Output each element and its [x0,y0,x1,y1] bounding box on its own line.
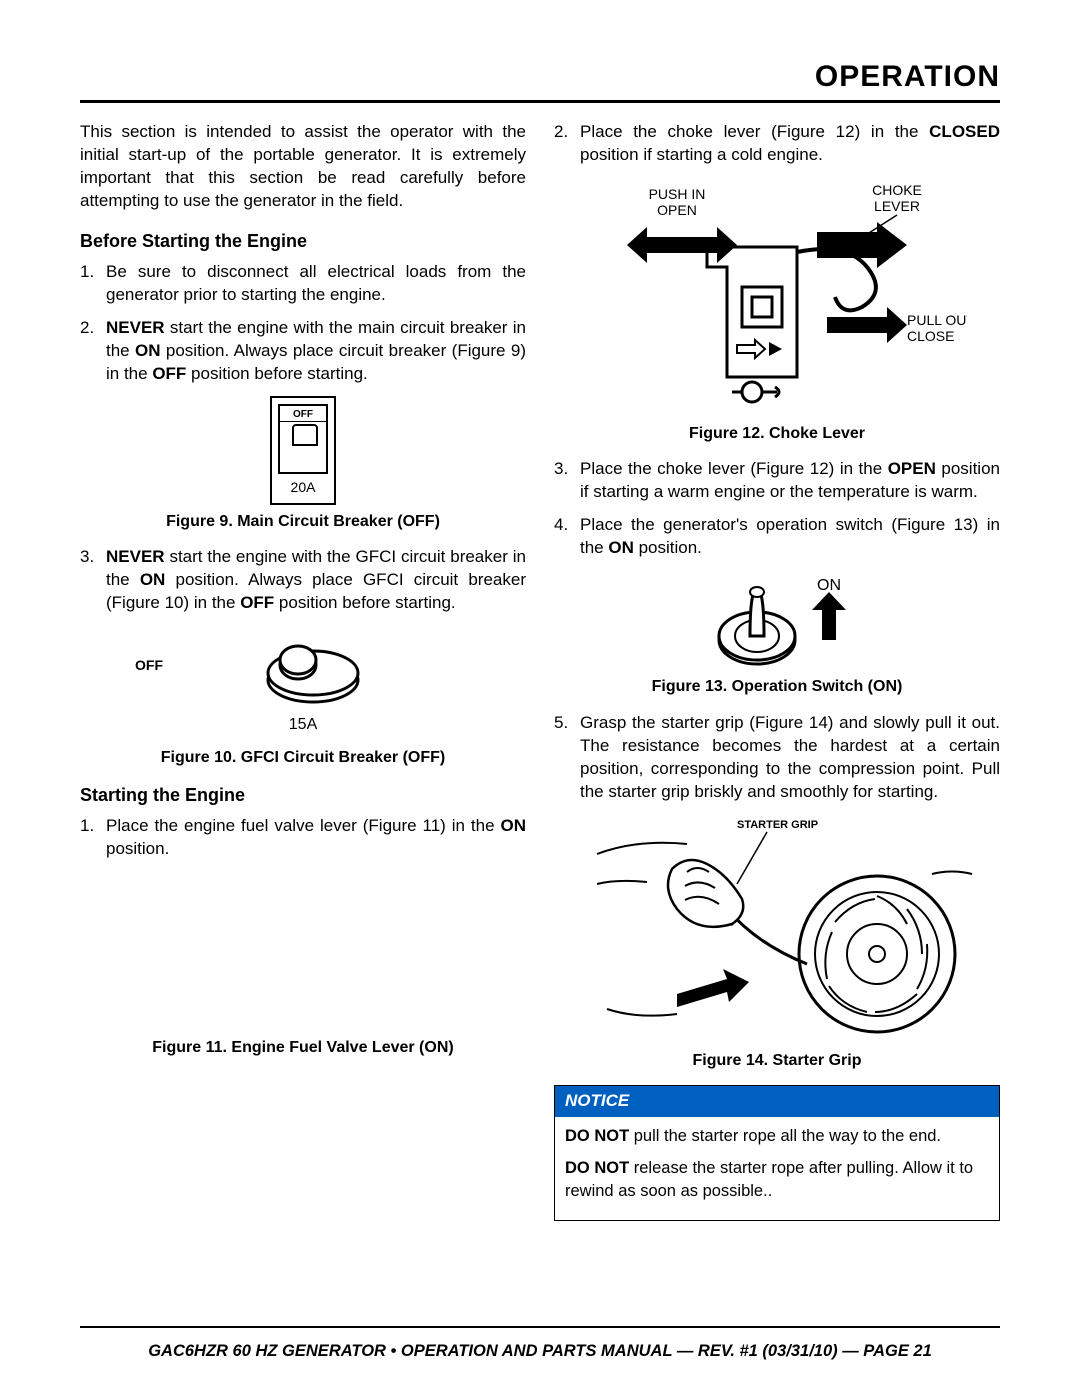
item-number: 4. [554,514,580,560]
operation-switch-diagram: ON [677,570,877,670]
notice-heading: NOTICE [555,1086,999,1117]
before-starting-list: 1. Be sure to disconnect all electrical … [80,261,526,386]
item-text: NEVER start the engine with the main cir… [106,317,526,386]
starting-engine-heading: Starting the Engine [80,783,526,807]
list-item: 3. NEVER start the engine with the GFCI … [80,546,526,615]
figure-14-caption: Figure 14. Starter Grip [554,1050,1000,1072]
figure-9: OFF 20A [80,396,526,505]
close-label: CLOSE [907,328,954,344]
page-footer: GAC6HZR 60 HZ GENERATOR • OPERATION AND … [80,1326,1000,1361]
item-text: Place the choke lever (Figure 12) in the… [580,121,1000,167]
item-text: Place the generator's operation switch (… [580,514,1000,560]
item-number: 3. [80,546,106,615]
right-column: 2. Place the choke lever (Figure 12) in … [554,121,1000,1221]
list-item: 1. Place the engine fuel valve lever (Fi… [80,815,526,861]
choke-label: CHOKE [872,182,922,198]
figure-9-caption: Figure 9. Main Circuit Breaker (OFF) [80,511,526,533]
figure-14: STARTER GRIP [554,814,1000,1044]
notice-body: DO NOT pull the starter rope all the way… [555,1117,999,1220]
right-list-3: 5. Grasp the starter grip (Figure 14) an… [554,712,1000,804]
starter-grip-diagram: STARTER GRIP [577,814,977,1044]
list-item: 1. Be sure to disconnect all electrical … [80,261,526,307]
pullout-label: PULL OUT [907,312,967,328]
figure-10-caption: Figure 10. GFCI Circuit Breaker (OFF) [80,747,526,769]
item-text: Place the engine fuel valve lever (Figur… [106,815,526,861]
figure-12-caption: Figure 12. Choke Lever [554,423,1000,445]
list-item: 2. Place the choke lever (Figure 12) in … [554,121,1000,167]
breaker-diagram: OFF 20A [270,396,336,505]
item-text: Grasp the starter grip (Figure 14) and s… [580,712,1000,804]
left-column: This section is intended to assist the o… [80,121,526,1221]
right-list-2: 3. Place the choke lever (Figure 12) in … [554,458,1000,560]
breaker-off-label: OFF [280,408,326,423]
figure-12: PUSH IN OPEN CHOKE LEVER PULL OUT CLOSE [554,177,1000,417]
item-text: Place the choke lever (Figure 12) in the… [580,458,1000,504]
item-text: NEVER start the engine with the GFCI cir… [106,546,526,615]
item-number: 3. [554,458,580,504]
item-text: Be sure to disconnect all electrical loa… [106,261,526,307]
before-starting-list-cont: 3. NEVER start the engine with the GFCI … [80,546,526,615]
list-item: 3. Place the choke lever (Figure 12) in … [554,458,1000,504]
pushin-label: PUSH IN [649,186,706,202]
right-list: 2. Place the choke lever (Figure 12) in … [554,121,1000,167]
lever-label: LEVER [874,198,920,214]
on-label: ON [817,577,841,594]
figure-13: ON [554,570,1000,670]
item-number: 2. [554,121,580,167]
open-label: OPEN [657,202,697,218]
item-number: 2. [80,317,106,386]
list-item: 5. Grasp the starter grip (Figure 14) an… [554,712,1000,804]
breaker-amp: 20A [278,478,328,497]
list-item: 2. NEVER start the engine with the main … [80,317,526,386]
starting-engine-list: 1. Place the engine fuel valve lever (Fi… [80,815,526,861]
figure-10: // will be populated below by bind scrip… [80,625,526,735]
figure-13-caption: Figure 13. Operation Switch (ON) [554,676,1000,698]
figure-11-placeholder [80,871,526,1031]
intro-paragraph: This section is intended to assist the o… [80,121,526,213]
item-number: 1. [80,261,106,307]
list-item: 4. Place the generator's operation switc… [554,514,1000,560]
notice-box: NOTICE DO NOT pull the starter rope all … [554,1085,1000,1221]
figure-11-caption: Figure 11. Engine Fuel Valve Lever (ON) [80,1037,526,1059]
choke-diagram: PUSH IN OPEN CHOKE LEVER PULL OUT CLOSE [587,177,967,417]
page-header: OPERATION [80,60,1000,103]
before-starting-heading: Before Starting the Engine [80,229,526,253]
item-number: 1. [80,815,106,861]
starter-grip-label: STARTER GRIP [737,819,818,831]
content-columns: This section is intended to assist the o… [80,121,1000,1221]
gfci-diagram [218,625,388,735]
item-number: 5. [554,712,580,804]
